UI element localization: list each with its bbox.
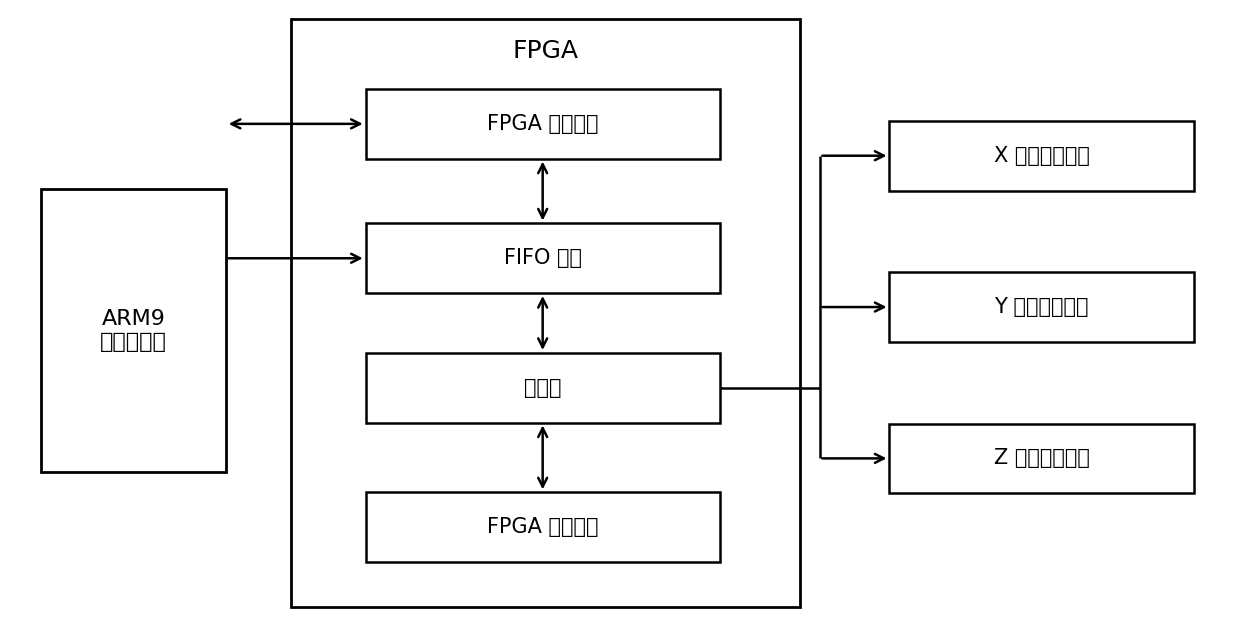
Text: FPGA 控制信号: FPGA 控制信号 [487,114,599,134]
Bar [290,19,800,607]
Bar [366,89,719,159]
Text: Z 轴伺服驱动器: Z 轴伺服驱动器 [993,449,1090,468]
Bar [366,223,719,293]
Text: FPGA: FPGA [512,39,578,63]
Bar [889,121,1194,191]
Text: 精插补: 精插补 [525,378,562,397]
Bar [889,424,1194,493]
Text: X 轴伺服驱动器: X 轴伺服驱动器 [993,145,1090,166]
Text: FIFO 队列: FIFO 队列 [503,248,582,268]
Bar [366,493,719,562]
Text: ARM9
嵌入式系统: ARM9 嵌入式系统 [100,309,167,352]
Bar [41,189,226,472]
Text: Y 轴伺服驱动器: Y 轴伺服驱动器 [994,297,1089,317]
Bar [889,272,1194,342]
Text: FPGA 控制电路: FPGA 控制电路 [487,517,599,537]
Bar [366,353,719,422]
